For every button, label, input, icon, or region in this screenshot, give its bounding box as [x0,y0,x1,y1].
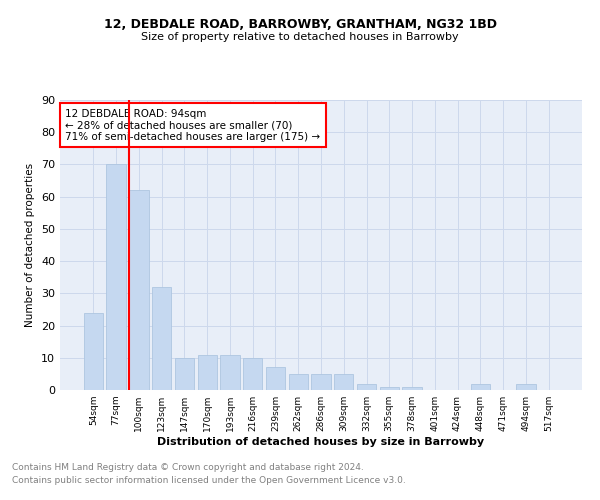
Bar [334,374,353,390]
Bar [516,384,536,390]
Y-axis label: Number of detached properties: Number of detached properties [25,163,35,327]
Bar [470,384,490,390]
Bar [289,374,308,390]
Bar [357,384,376,390]
Bar [197,354,217,390]
Text: Contains public sector information licensed under the Open Government Licence v3: Contains public sector information licen… [12,476,406,485]
Text: 12, DEBDALE ROAD, BARROWBY, GRANTHAM, NG32 1BD: 12, DEBDALE ROAD, BARROWBY, GRANTHAM, NG… [104,18,497,30]
Text: 12 DEBDALE ROAD: 94sqm
← 28% of detached houses are smaller (70)
71% of semi-det: 12 DEBDALE ROAD: 94sqm ← 28% of detached… [65,108,320,142]
Bar [403,387,422,390]
Text: Size of property relative to detached houses in Barrowby: Size of property relative to detached ho… [141,32,459,42]
Bar [380,387,399,390]
Bar [106,164,126,390]
Bar [220,354,239,390]
Bar [266,368,285,390]
Bar [129,190,149,390]
Bar [175,358,194,390]
Text: Contains HM Land Registry data © Crown copyright and database right 2024.: Contains HM Land Registry data © Crown c… [12,464,364,472]
Bar [152,287,172,390]
X-axis label: Distribution of detached houses by size in Barrowby: Distribution of detached houses by size … [157,437,485,447]
Bar [84,312,103,390]
Bar [311,374,331,390]
Bar [243,358,262,390]
